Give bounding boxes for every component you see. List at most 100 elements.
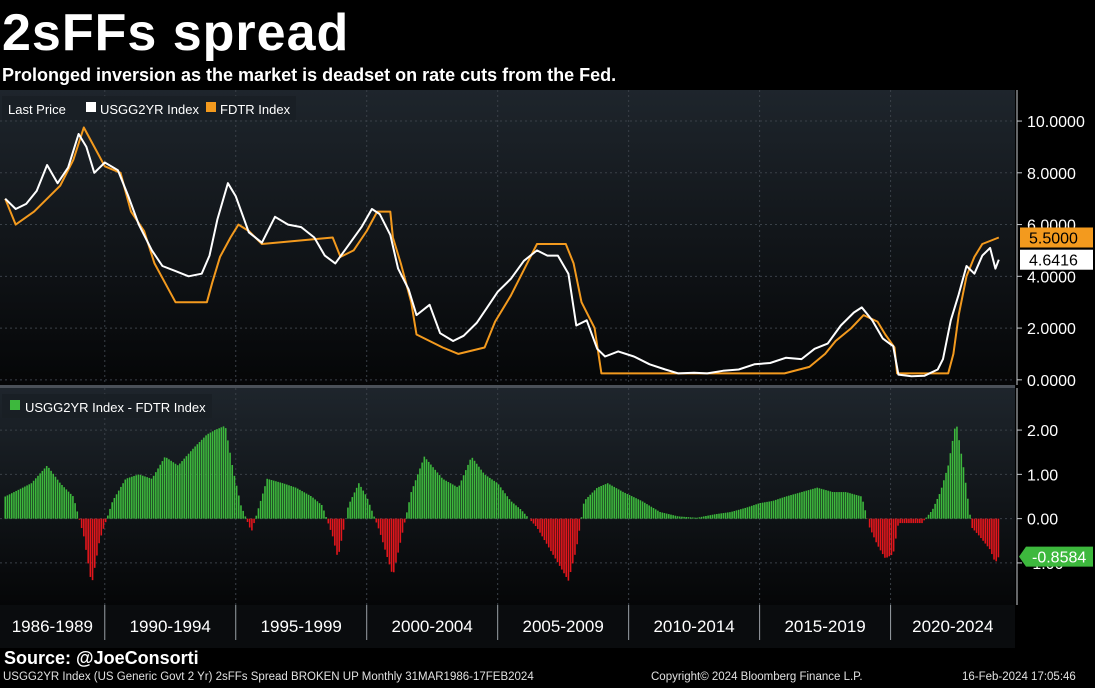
spread-bar	[622, 491, 624, 519]
spread-bar	[519, 509, 522, 519]
spread-bar	[445, 480, 447, 519]
y-tick-label: 4.0000	[1027, 269, 1076, 286]
spread-bar	[257, 508, 260, 519]
spread-bar	[729, 512, 731, 519]
spread-bar	[312, 497, 314, 519]
y-tick-label: 10.0000	[1027, 114, 1085, 131]
spread-last-value-bg	[1019, 546, 1093, 567]
fdtr-last-value-bg	[1020, 227, 1093, 248]
legends: Last Price USGG2YR Index FDTR Index USGG2YR…	[2, 96, 296, 418]
spread-bar	[537, 518, 539, 529]
spread-bar	[916, 518, 919, 524]
spread-bar	[674, 515, 677, 519]
spread-bar	[301, 491, 303, 519]
spread-bar	[980, 518, 982, 539]
spread-bar	[351, 497, 354, 519]
spread-bar	[290, 486, 292, 519]
spread-bar	[139, 474, 142, 519]
spread-bar	[168, 459, 170, 519]
spread-bar	[104, 518, 107, 523]
spread-bar	[150, 478, 153, 519]
spread-bar	[628, 495, 631, 519]
spread-bar	[120, 486, 122, 519]
spread-bar	[74, 503, 76, 519]
spread-bar	[430, 464, 432, 519]
usgg2yr-last-value: 4.6416	[1029, 253, 1078, 270]
spread-bar	[80, 518, 83, 529]
spread-bar	[718, 513, 720, 519]
spread-bar	[26, 485, 28, 519]
spread-bar	[892, 518, 895, 552]
spread-bar	[923, 518, 925, 521]
spread-bar	[421, 462, 423, 519]
spread-bar	[624, 492, 626, 519]
spread-bar	[897, 518, 899, 526]
spread-bar	[860, 496, 862, 519]
spread-bar	[377, 518, 380, 529]
spread-bar	[777, 499, 779, 519]
spread-bar	[316, 501, 319, 519]
spread-bar	[840, 492, 843, 519]
spread-bar	[571, 518, 574, 564]
spread-bar	[213, 430, 216, 519]
spread-bar	[663, 513, 666, 519]
spread-bar	[403, 518, 406, 523]
spread-bar	[45, 465, 48, 519]
spread-bar	[949, 453, 952, 519]
spread-bar	[144, 476, 146, 519]
spread-bar	[611, 485, 613, 519]
spread-bar	[231, 465, 234, 519]
spread-bar	[753, 505, 755, 519]
spread-bar	[281, 483, 284, 519]
spread-bar	[836, 492, 838, 519]
spread-bar	[163, 457, 166, 519]
spread-bar	[296, 488, 299, 519]
spread-bar	[30, 483, 33, 519]
spread-bar	[940, 487, 943, 519]
spread-bar	[650, 506, 653, 519]
spread-bar	[443, 479, 445, 519]
spread-bar	[72, 496, 74, 519]
spread-bar	[619, 490, 622, 519]
spread-bar	[253, 518, 255, 524]
spread-bar	[209, 432, 212, 519]
spread-bar	[580, 517, 583, 519]
spread-bar	[818, 488, 821, 519]
spread-bar	[211, 431, 214, 519]
spread-bar	[716, 513, 718, 519]
spread-bar	[508, 499, 511, 519]
spread-bar	[419, 468, 421, 519]
spread-bar	[561, 518, 563, 570]
spread-bar	[187, 453, 190, 519]
spread-bar	[181, 461, 183, 519]
spread-bar	[502, 490, 504, 519]
spread-bar	[816, 487, 819, 519]
spread-bar	[91, 518, 94, 581]
spread-bar	[63, 487, 65, 519]
legend-swatch-fdtr	[206, 102, 216, 112]
spread-bar	[192, 448, 194, 519]
spread-bar	[244, 516, 247, 519]
y-tick-label: 8.0000	[1027, 166, 1076, 183]
spread-bar	[630, 496, 633, 519]
spread-bar	[375, 518, 378, 523]
spread-bar	[489, 477, 491, 519]
spread-bar	[945, 472, 947, 519]
spread-bar	[875, 518, 877, 543]
spread-bar	[493, 480, 495, 519]
spread-bar	[329, 518, 332, 530]
spread-bar	[552, 518, 554, 555]
spread-bar	[83, 518, 85, 537]
spread-bar	[585, 499, 587, 519]
spread-bar	[794, 493, 797, 519]
spread-bar	[814, 488, 816, 519]
spread-bar	[233, 475, 236, 519]
spread-bar	[587, 496, 589, 519]
spread-bar	[700, 516, 703, 519]
spread-bar	[574, 518, 576, 555]
spread-bar	[912, 518, 915, 524]
spread-bar	[35, 478, 37, 519]
spread-bar	[314, 499, 316, 519]
spread-bar	[334, 518, 336, 546]
spread-bar	[425, 459, 428, 519]
